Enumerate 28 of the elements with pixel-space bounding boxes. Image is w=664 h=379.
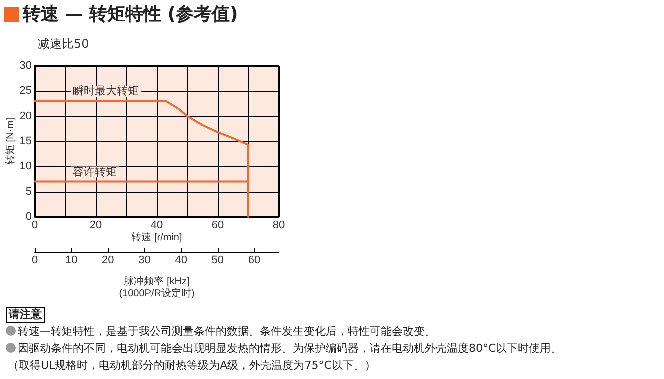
- text: （取得UL规格时，电动机部分的耐热等级为A级，外壳温度为75°C以下。）: [7, 358, 377, 374]
- x2-tick-label: 20: [102, 254, 114, 266]
- x2-tick-label: 60: [248, 254, 261, 266]
- x2-tick-label: 30: [138, 254, 151, 266]
- y-tick-label: 10: [20, 160, 32, 173]
- x-tick-label: 60: [212, 220, 224, 232]
- text: 请注意: [6, 307, 45, 323]
- y-axis-title: 转矩 [N·m]: [4, 118, 16, 166]
- text: 因驱动条件的不同，电动机可能会出现明显发热的情形。为保护编码器，请在电动机外壳温度80°C以下时使用。: [17, 341, 562, 357]
- series-label: 瞬时最大转矩: [73, 84, 139, 98]
- x2-tick-label: 10: [65, 254, 78, 266]
- x-axis-title: 转速 [r/min]: [132, 232, 182, 244]
- x-tick-label: 20: [90, 220, 102, 232]
- y-tick-label: 0: [26, 211, 32, 223]
- y-tick-label: 15: [20, 136, 32, 148]
- y-tick-label: 25: [20, 85, 32, 98]
- series-label: 容许转矩: [73, 165, 117, 178]
- x2-tick-label: 50: [212, 254, 224, 266]
- x-tick-label: 80: [272, 220, 286, 232]
- y-tick-label: 20: [20, 110, 32, 122]
- chart-subtitle: 减速比50: [38, 36, 90, 53]
- chart-title: 转速 — 转矩特性 (参考值): [23, 3, 238, 26]
- x2-axis-title: 脉冲频率 [kHz] (1000P/R设定时): [119, 276, 195, 300]
- y-tick-label: 5: [26, 186, 32, 198]
- x-tick-label: 40: [150, 220, 164, 232]
- x2-tick-label: 40: [175, 254, 188, 266]
- text: 转速—转矩特性，是基于我公司测量条件的数据。条件发生变化后，特性可能会改变。: [17, 324, 437, 340]
- y-tick-label: 30: [20, 60, 32, 72]
